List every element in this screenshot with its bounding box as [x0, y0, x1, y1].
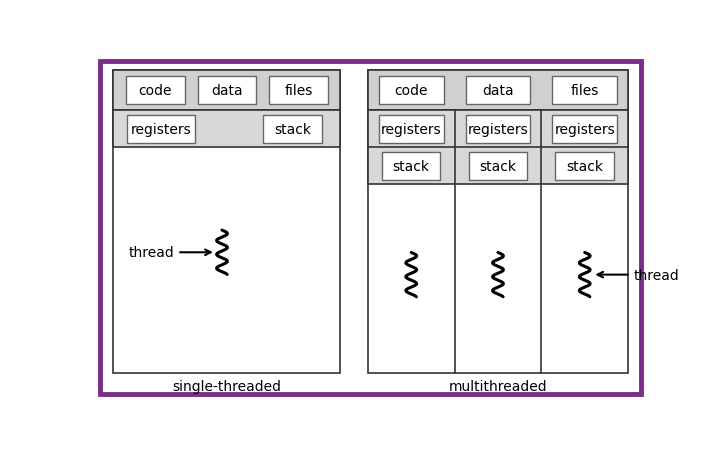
Text: registers: registers [381, 122, 442, 136]
Bar [269, 77, 328, 105]
Bar [113, 111, 340, 148]
Bar [113, 71, 340, 111]
Bar [379, 115, 443, 143]
Text: stack: stack [274, 122, 311, 136]
Bar [368, 71, 628, 111]
Text: multithreaded: multithreaded [449, 379, 547, 393]
Bar [197, 77, 256, 105]
Text: files: files [284, 84, 313, 98]
Bar [469, 152, 527, 180]
Bar [552, 77, 617, 105]
Bar [368, 111, 628, 185]
Text: code: code [139, 84, 172, 98]
Text: thread: thread [634, 268, 680, 282]
Text: registers: registers [468, 122, 529, 136]
Text: data: data [211, 84, 243, 98]
Text: stack: stack [479, 159, 516, 173]
Bar [466, 115, 530, 143]
Bar [126, 77, 184, 105]
Text: registers: registers [555, 122, 615, 136]
Bar [379, 77, 443, 105]
Text: thread: thread [129, 246, 174, 260]
Bar [127, 115, 194, 143]
Bar [552, 115, 617, 143]
Text: single-threaded: single-threaded [172, 379, 281, 393]
Text: stack: stack [566, 159, 603, 173]
Bar [466, 77, 530, 105]
Text: registers: registers [130, 122, 191, 136]
Bar [113, 71, 340, 373]
Bar [263, 115, 322, 143]
Bar [382, 152, 440, 180]
Text: code: code [395, 84, 428, 98]
Bar [368, 71, 628, 373]
Text: stack: stack [393, 159, 429, 173]
Text: data: data [482, 84, 514, 98]
Bar [555, 152, 614, 180]
Text: files: files [570, 84, 599, 98]
